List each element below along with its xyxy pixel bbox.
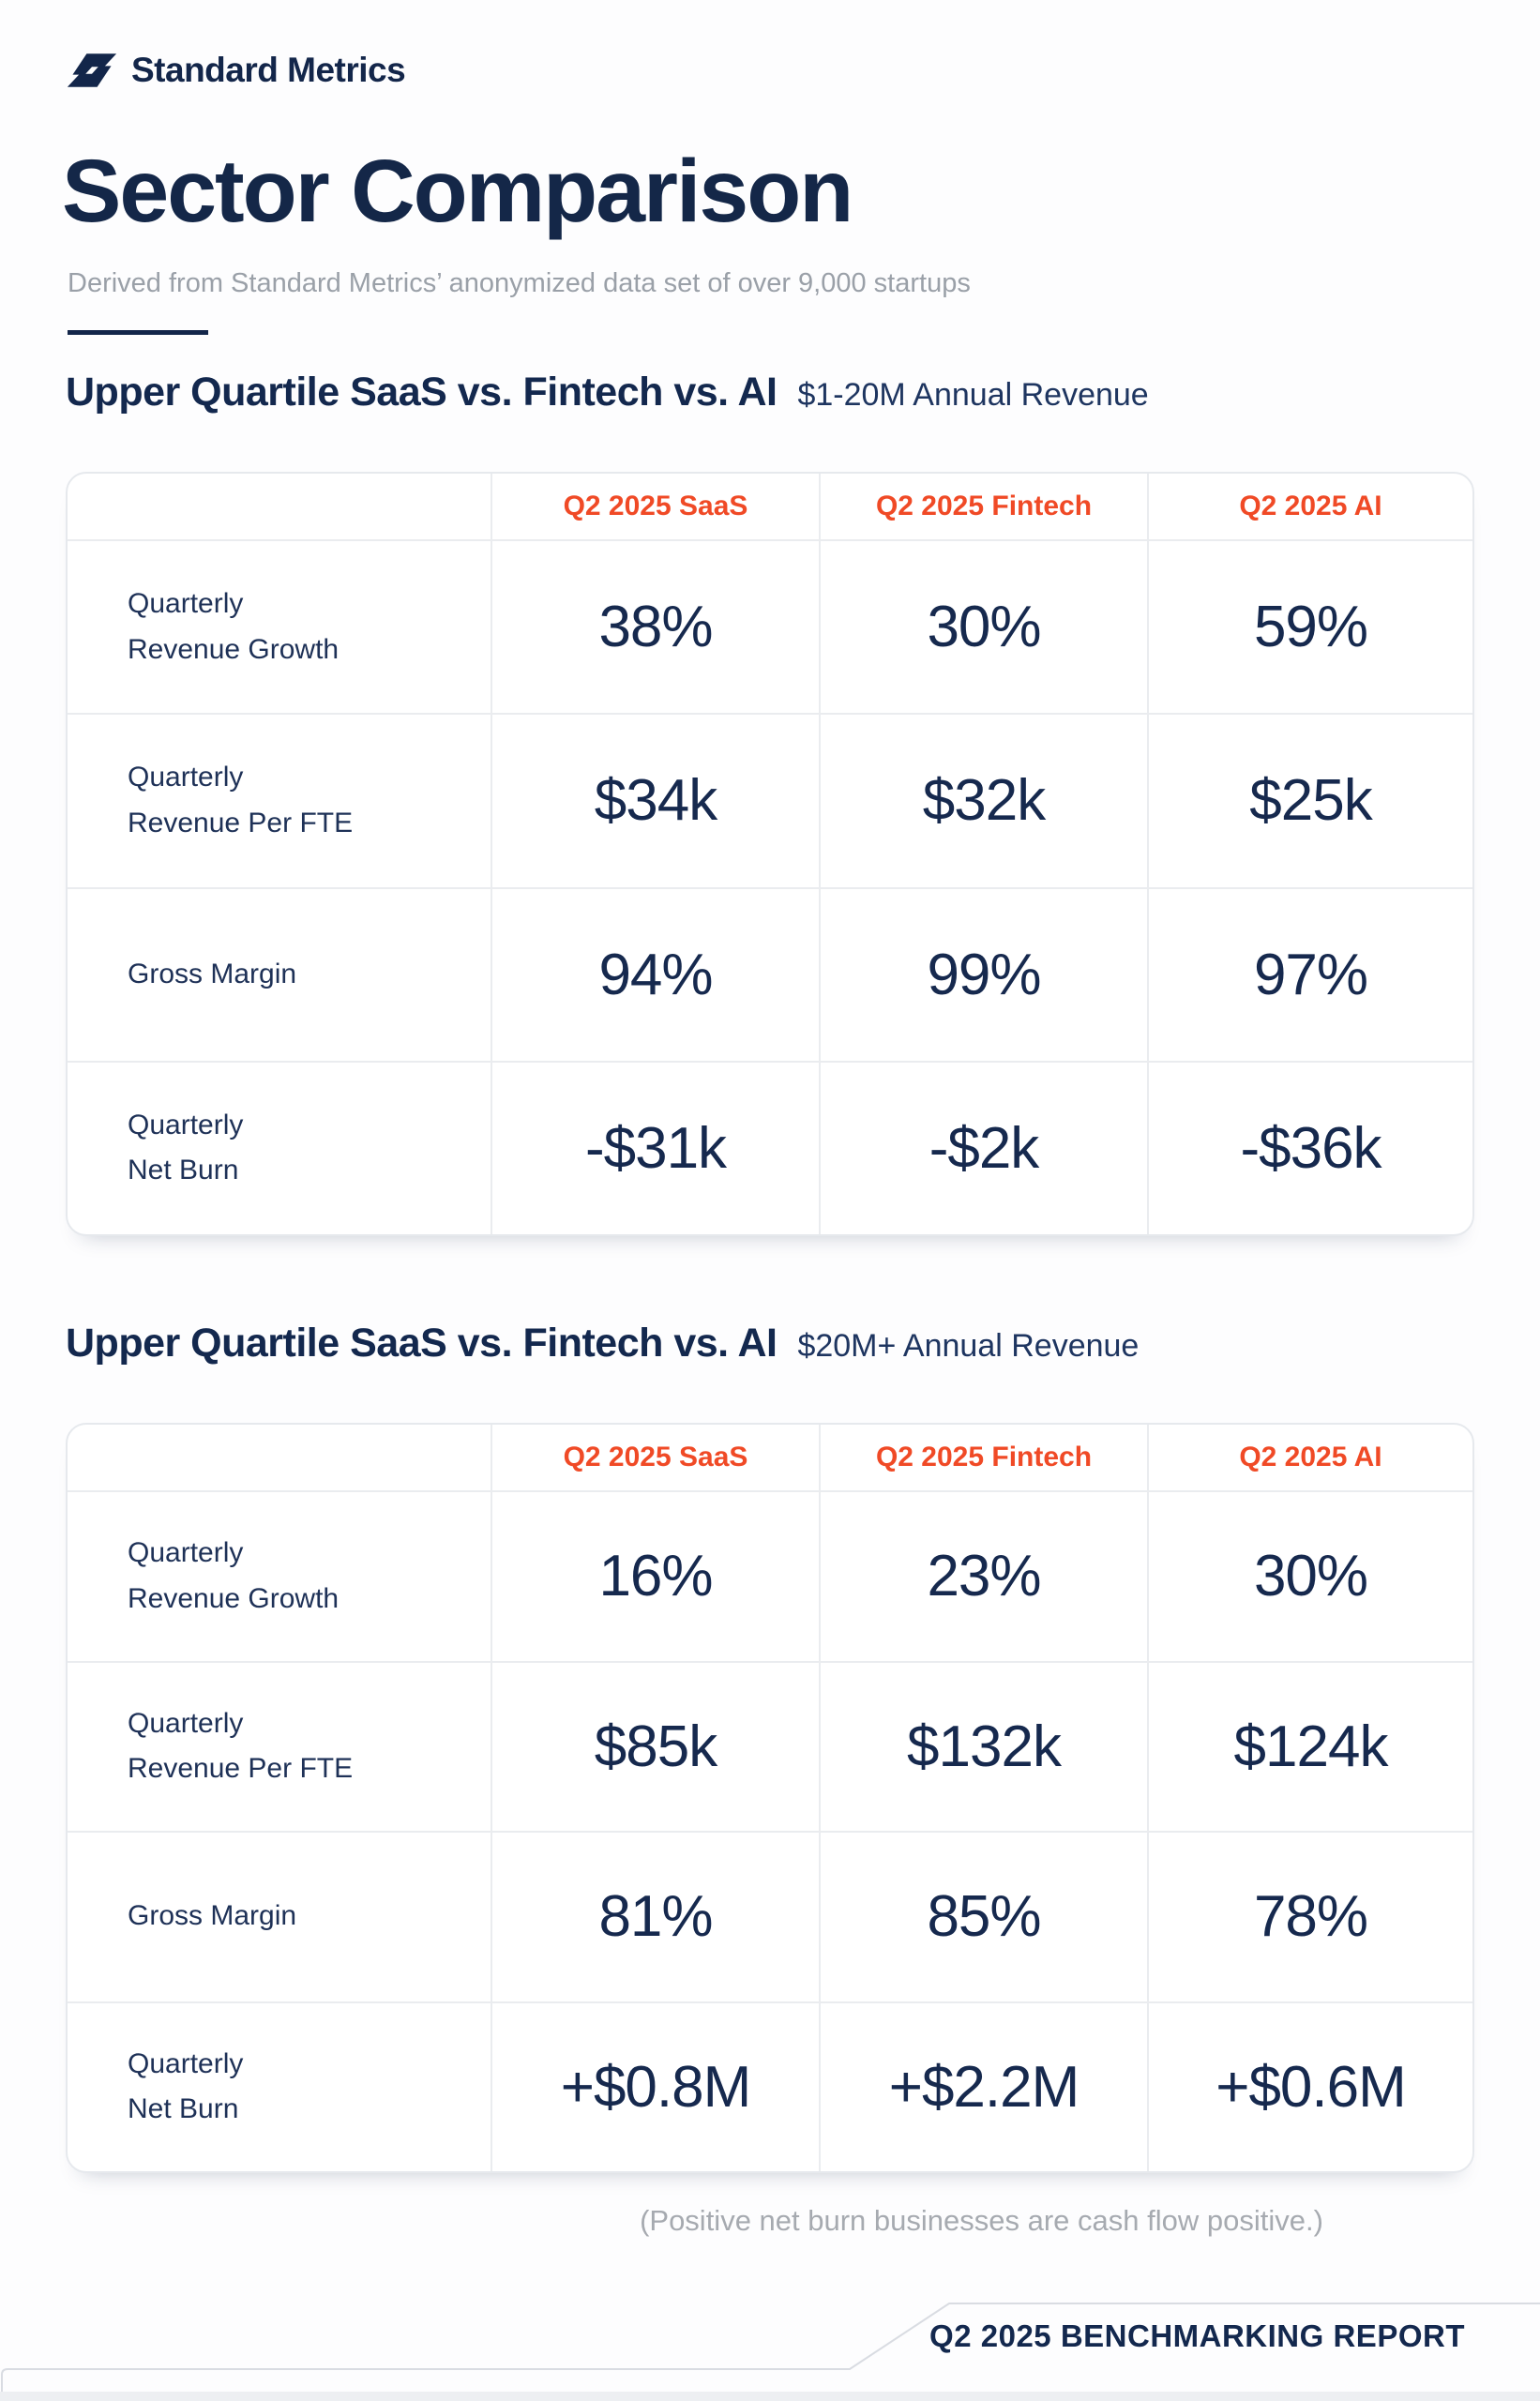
- table-1-value: 99%: [819, 886, 1147, 1061]
- table-1-value: $25k: [1147, 713, 1472, 887]
- comparison-table-2: Q2 2025 SaaS Q2 2025 Fintech Q2 2025 AI …: [66, 1423, 1474, 2173]
- standard-metrics-logo-icon: [66, 53, 118, 88]
- table-1-row-label: Quarterly Revenue Per FTE: [68, 713, 491, 886]
- table-1-row-label: Quarterly Revenue Growth: [68, 539, 491, 713]
- section-1-revenue-band: $1-20M Annual Revenue: [797, 377, 1149, 413]
- table-2-row-label: Quarterly Revenue Per FTE: [68, 1660, 491, 1832]
- table-2-value: 16%: [491, 1490, 819, 1661]
- table-2-value: $124k: [1147, 1660, 1472, 1831]
- section-2-title: Upper Quartile SaaS vs. Fintech vs. AI: [66, 1321, 778, 1366]
- table-1-value: 59%: [1147, 539, 1472, 714]
- brand-wordmark: Standard Metrics: [131, 51, 406, 89]
- table-1-col-header-ai: Q2 2025 AI: [1147, 474, 1472, 539]
- table-1-col-header-fintech: Q2 2025 Fintech: [819, 474, 1147, 539]
- table-2-row-label: Quarterly Revenue Growth: [68, 1490, 491, 1661]
- table-2-value: +$0.6M: [1147, 2001, 1472, 2171]
- table-2-value: 78%: [1147, 1831, 1472, 2001]
- table-1-value: 97%: [1147, 886, 1472, 1061]
- table-2-value: $132k: [819, 1660, 1147, 1831]
- table-2-value: $85k: [491, 1660, 819, 1831]
- section-1-title: Upper Quartile SaaS vs. Fintech vs. AI: [66, 370, 778, 415]
- table-2-row-label: Quarterly Net Burn: [68, 2001, 491, 2172]
- net-burn-note: (Positive net burn businesses are cash f…: [640, 2204, 1323, 2237]
- comparison-table-1: Q2 2025 SaaS Q2 2025 Fintech Q2 2025 AI …: [66, 472, 1474, 1236]
- table-1-col-header-saas: Q2 2025 SaaS: [491, 474, 819, 539]
- section-2-revenue-band: $20M+ Annual Revenue: [797, 1328, 1140, 1364]
- table-2-value: 30%: [1147, 1490, 1472, 1661]
- table-2-col-header-saas: Q2 2025 SaaS: [491, 1425, 819, 1490]
- table-2-value: 81%: [491, 1831, 819, 2001]
- table-1-row-label: Gross Margin: [68, 886, 491, 1061]
- footer-divider-line: [1, 2303, 1540, 2397]
- table-2-value: +$0.8M: [491, 2001, 819, 2171]
- table-1-value: -$36k: [1147, 1060, 1472, 1234]
- page-title: Sector Comparison: [62, 142, 853, 241]
- table-1-value: -$2k: [819, 1060, 1147, 1234]
- table-1-value: $32k: [819, 713, 1147, 887]
- table-1-value: -$31k: [491, 1060, 819, 1234]
- table-1-row-label: Quarterly Net Burn: [68, 1060, 491, 1234]
- title-divider: [68, 330, 208, 335]
- table-2-value: 23%: [819, 1490, 1147, 1661]
- section-2-heading: Upper Quartile SaaS vs. Fintech vs. AI $…: [66, 1321, 1139, 1367]
- table-1-corner-cell: [68, 474, 491, 539]
- section-1-heading: Upper Quartile SaaS vs. Fintech vs. AI $…: [66, 370, 1149, 415]
- brand-logo: Standard Metrics: [66, 51, 406, 90]
- table-1-value: 38%: [491, 539, 819, 714]
- report-label: Q2 2025 BENCHMARKING REPORT: [929, 2318, 1465, 2353]
- table-1-value: 30%: [819, 539, 1147, 714]
- bottom-page-band: [0, 2392, 1540, 2401]
- page-subtitle: Derived from Standard Metrics’ anonymize…: [68, 268, 971, 298]
- table-2-row-label: Gross Margin: [68, 1831, 491, 2001]
- table-2-value: 85%: [819, 1831, 1147, 2001]
- table-1-value: $34k: [491, 713, 819, 887]
- table-1-value: 94%: [491, 886, 819, 1061]
- table-2-col-header-fintech: Q2 2025 Fintech: [819, 1425, 1147, 1490]
- table-2-value: +$2.2M: [819, 2001, 1147, 2171]
- table-2-col-header-ai: Q2 2025 AI: [1147, 1425, 1472, 1490]
- table-2-corner-cell: [68, 1425, 491, 1490]
